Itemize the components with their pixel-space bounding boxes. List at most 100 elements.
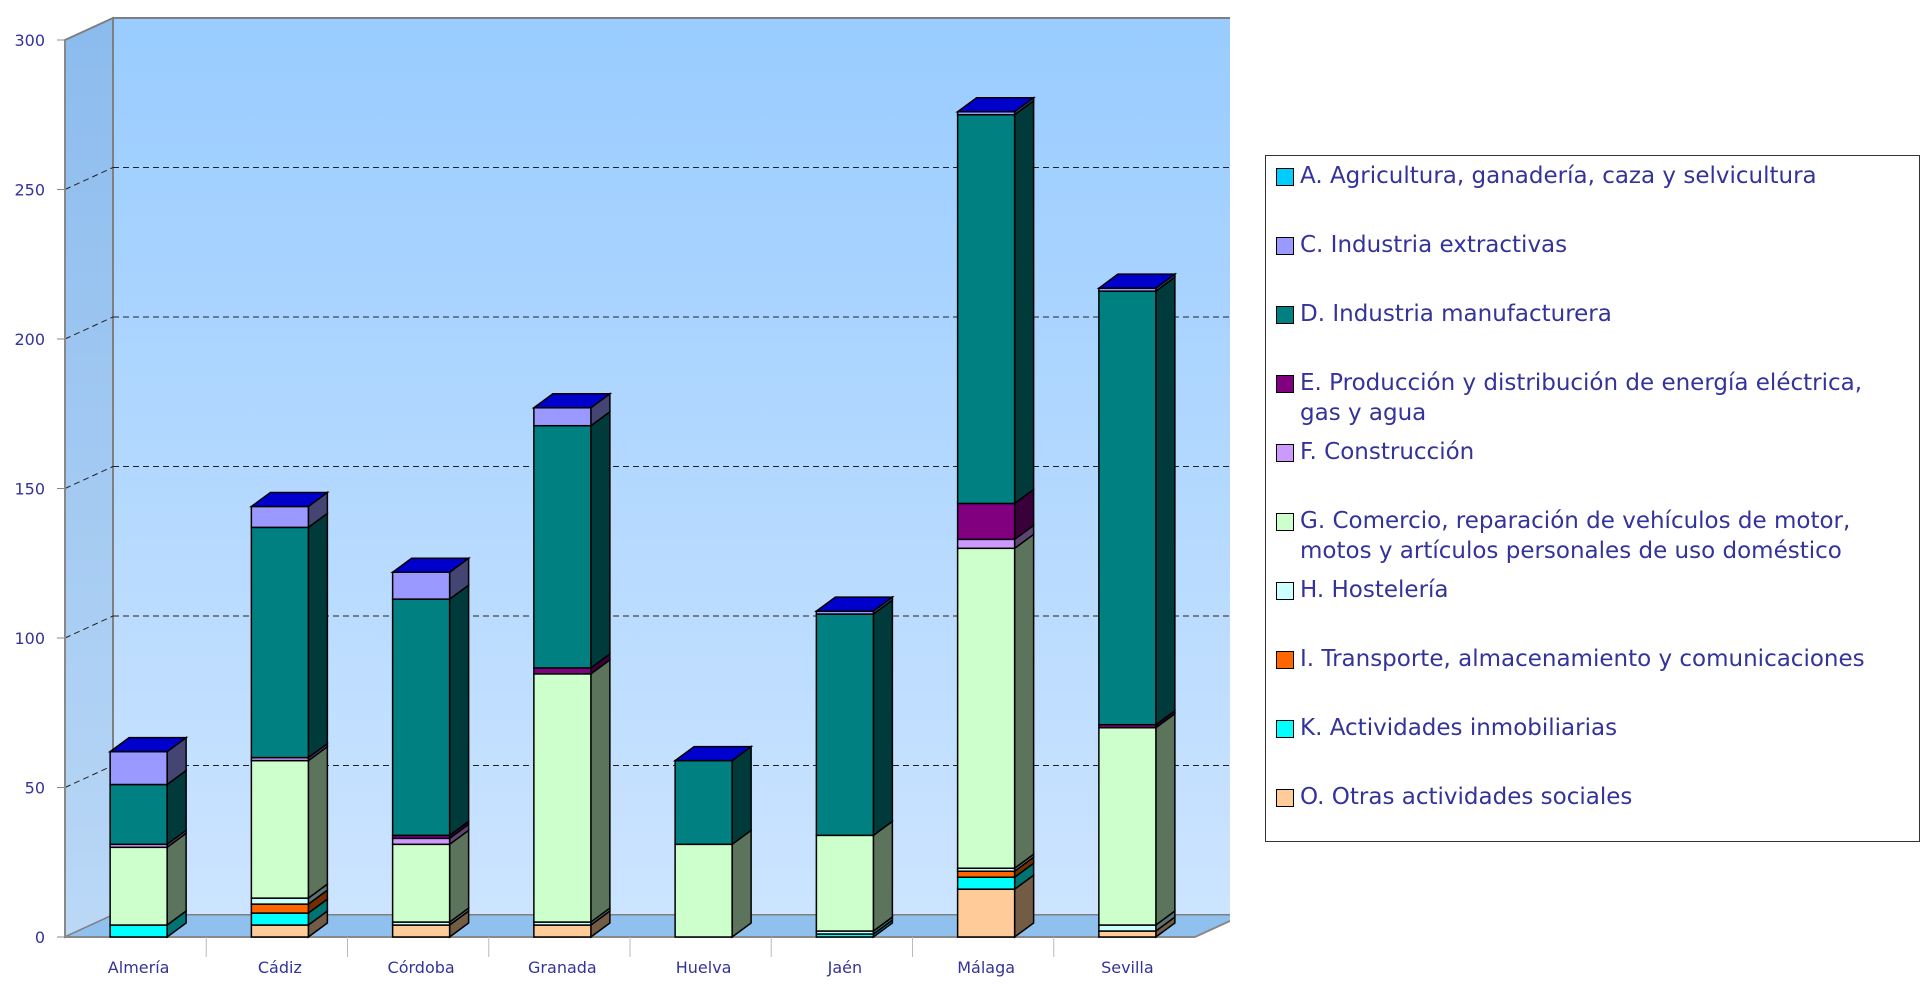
bar-segment [109,783,168,846]
bar-segment [956,547,1016,869]
bar-segment [391,571,451,600]
bar-segment [533,924,592,938]
bar-segment [391,924,451,938]
legend-swatch [1276,651,1294,669]
bar-segment [674,843,733,938]
bar-segment-side [1155,712,1176,927]
side-wall [64,16,114,939]
bar-segment [250,912,310,926]
legend-item: K. Actividades inmobiliarias [1276,713,1906,743]
bar-segment [109,750,168,786]
bar-segment [391,837,451,846]
bar-segment-side [166,831,187,927]
legend-item: F. Construcción [1276,437,1906,467]
bar-segment [533,673,592,923]
bar-segment [956,114,1016,505]
gridline-side [64,765,114,788]
bar-top-cap [955,97,1036,113]
legend-swatch [1276,375,1294,393]
bar-segment [533,667,592,675]
bar-segment [250,903,310,914]
bar-top-cap [672,745,754,762]
bar-top-cap [531,393,613,409]
bar-segment [815,834,875,932]
legend-label: E. Producción y distribución de energía … [1300,370,1863,426]
legend-label: A. Agricultura, ganadería, caza y selvic… [1300,163,1817,189]
bar-top-cap [1096,273,1178,289]
bar-segment [250,924,310,938]
bar-segment [956,888,1016,938]
bar-segment-side [731,828,752,939]
y-tick-label: 200 [14,330,45,349]
x-tick-label: Málaga [957,958,1015,977]
bar-stack-Jaén [814,595,895,939]
bar-segment-side [1013,99,1035,505]
legend-label: C. Industria extractivas [1300,232,1568,258]
legend-label: I. Transporte, almacenamiento y comunica… [1300,646,1865,672]
legend-item: D. Industria manufacturera [1276,299,1906,329]
legend-swatch [1276,444,1294,462]
tick-labels: 0 50 100 150 200 250 300 Almería Cádiz Córdoba Gra… [14,31,1153,977]
x-tick-label: Almería [108,958,170,977]
bar-segment-side [307,511,329,760]
bar-segment [250,759,310,899]
x-tick-label: Cádiz [258,958,302,977]
legend-label: G. Comercio, reparación de vehículos de … [1300,508,1851,564]
legend-item: G. Comercio, reparación de vehículos de … [1276,506,1906,566]
legend-swatch [1276,237,1294,255]
bar-segment [391,598,451,837]
y-tick-label: 0 [35,928,45,947]
bar-stack-Sevilla [1096,272,1178,939]
bar-segment [1098,290,1157,726]
bar-segment-side [872,598,894,837]
bar-segment [815,613,875,837]
legend-label: F. Construcción [1300,439,1475,465]
legend-swatch [1276,582,1294,600]
legend: A. Agricultura, ganadería, caza y selvic… [1265,155,1920,842]
x-tick-label: Granada [528,958,597,977]
bar-stack-Cádiz [249,490,330,939]
x-tick-label: Jaén [827,958,863,977]
bar-segment [956,502,1016,541]
legend-swatch [1276,306,1294,324]
bar-segment [250,526,310,759]
x-axis-end [1194,919,1230,938]
bar-stack-Almería [107,736,189,939]
plot-walls [64,16,1230,939]
bar-stack-Córdoba [390,556,471,939]
bar-segment [250,505,310,529]
legend-swatch [1276,789,1294,807]
gridline-side [64,316,114,340]
y-tick-label: 100 [14,629,45,648]
bar-top-cap [814,596,895,612]
bar-segment-side [872,819,894,933]
x-tick-label: Sevilla [1101,958,1154,977]
bar-segment [956,538,1016,550]
gridline-side [64,615,114,639]
y-tick-label: 300 [14,31,45,50]
bar-segment [109,846,168,926]
bar-segment [1098,924,1157,932]
legend-item: A. Agricultura, ganadería, caza y selvic… [1276,161,1906,191]
legend-swatch [1276,168,1294,186]
legend-label: K. Actividades inmobiliarias [1300,715,1618,741]
bar-segment [391,843,451,923]
bar-segment-side [590,658,611,924]
bar-segment [1098,930,1157,938]
y-tick-label: 250 [14,181,45,200]
legend-item: I. Transporte, almacenamiento y comunica… [1276,644,1906,674]
bar-top-cap [107,736,189,753]
floor [64,914,1230,938]
bar-segment [109,924,168,938]
y-tick-label: 50 [25,779,45,798]
legend-item: H. Hostelería [1276,575,1906,605]
legend-label: O. Otras actividades sociales [1300,784,1633,810]
legend-swatch [1276,720,1294,738]
bar-top-cap [249,491,330,508]
bar-stack-Málaga [955,96,1036,939]
x-tick-label: Huelva [676,958,732,977]
legend-item: C. Industria extractivas [1276,230,1906,260]
legend-swatch [1276,513,1294,531]
stacked-bar-chart: 0 50 100 150 200 250 300 Almería Cádiz Córdoba Gra… [14,16,1230,977]
bars [107,96,1178,939]
